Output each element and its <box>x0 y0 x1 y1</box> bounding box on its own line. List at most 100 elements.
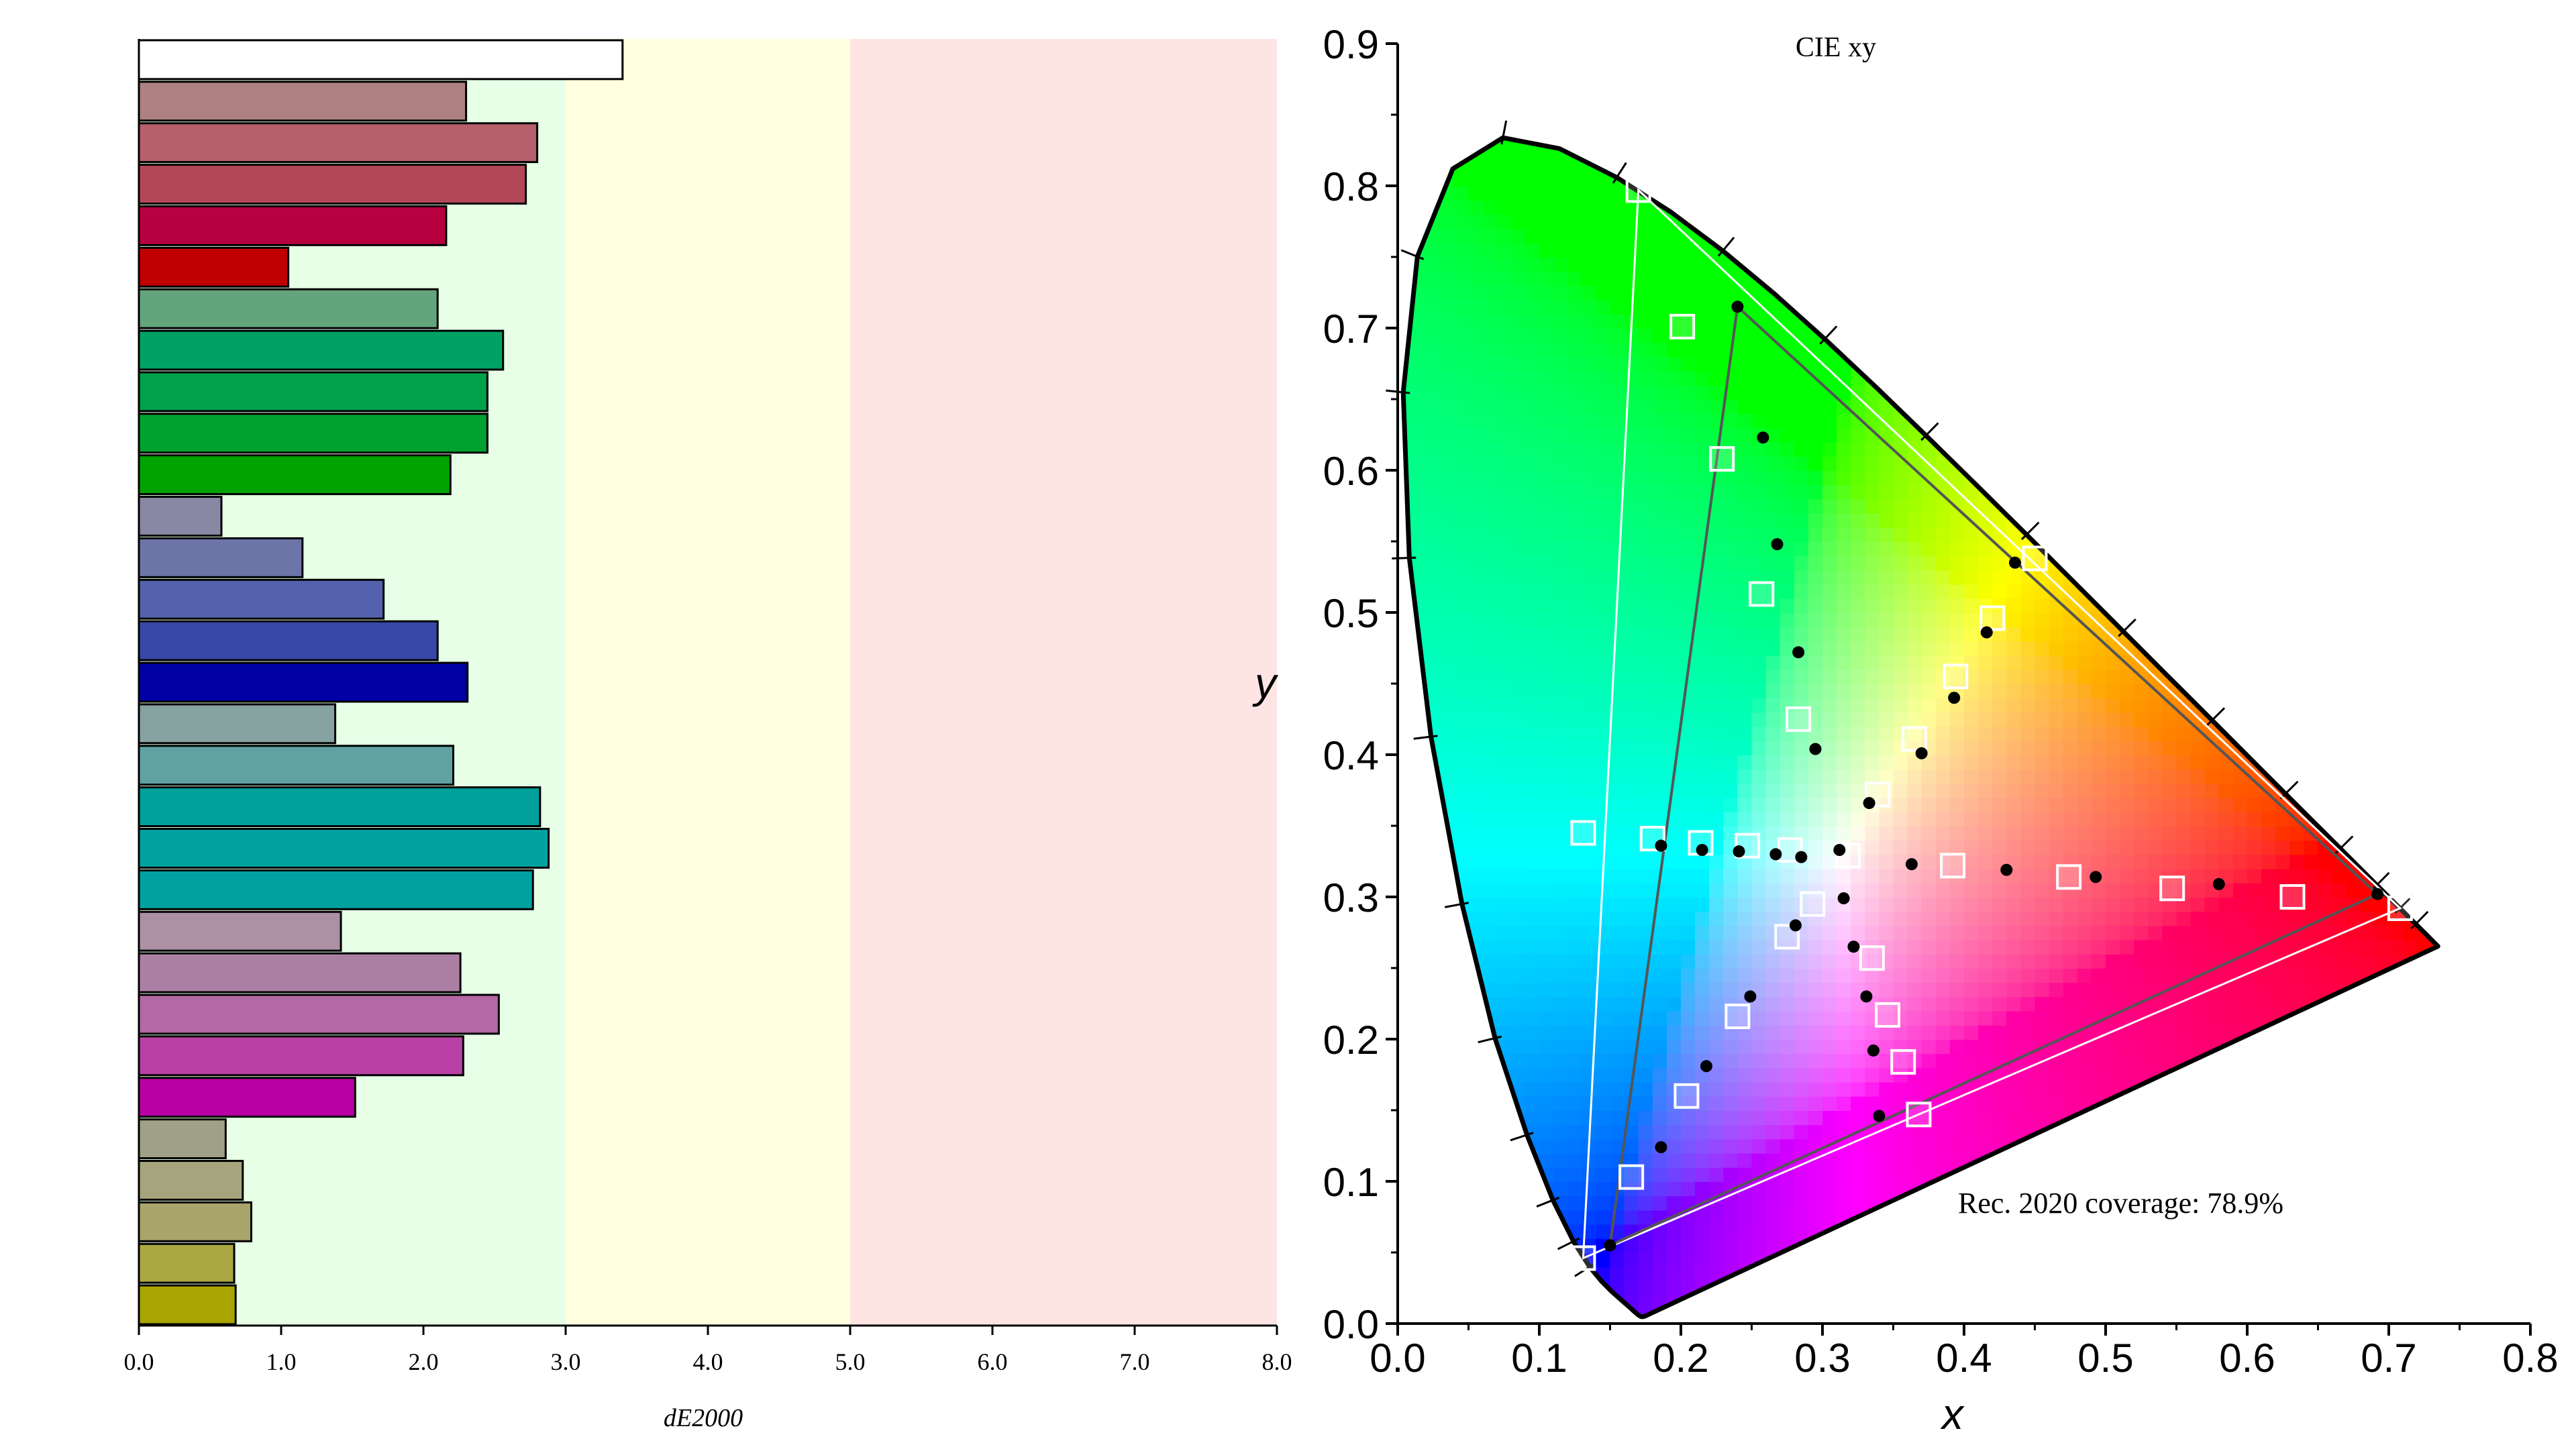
chromaticity-tile <box>1525 413 1540 429</box>
chromaticity-tile <box>2106 285 2121 301</box>
chromaticity-tile <box>1879 669 1894 684</box>
chromaticity-tile <box>1837 1252 1852 1268</box>
chromaticity-tile <box>1510 968 1526 983</box>
chromaticity-tile <box>1468 399 1484 415</box>
chromaticity-tile <box>1808 115 1823 129</box>
chromaticity-tile <box>1638 755 1653 770</box>
chromaticity-tile <box>2049 228 2064 244</box>
chromaticity-tile <box>1638 1067 1653 1083</box>
chromaticity-tile <box>1426 1010 1441 1026</box>
chromaticity-tile <box>1582 413 1597 429</box>
chromaticity-tile <box>2034 868 2050 883</box>
chromaticity-tile <box>2034 1110 2050 1126</box>
chromaticity-tile <box>1695 257 1710 272</box>
chromaticity-tile <box>1496 455 1512 471</box>
chromaticity-tile <box>1468 285 1484 301</box>
chromaticity-tile <box>2020 854 2036 869</box>
chromaticity-tile <box>2091 797 2106 812</box>
chromaticity-tile <box>1638 570 1653 585</box>
chromaticity-tile <box>1794 413 1809 429</box>
chromaticity-tile <box>1851 769 1866 784</box>
chromaticity-tile <box>1709 996 1724 1012</box>
chromaticity-tile <box>1921 328 1937 343</box>
chromaticity-tile <box>1510 541 1526 557</box>
chromaticity-tile <box>1865 484 1880 500</box>
chromaticity-tile <box>1681 1067 1696 1083</box>
chromaticity-tile <box>1596 1110 1611 1126</box>
chromaticity-tile <box>1907 1067 1922 1083</box>
chromaticity-tile <box>1539 455 1555 471</box>
chromaticity-tile <box>1737 1281 1753 1296</box>
chromaticity-tile <box>1666 356 1682 372</box>
chromaticity-tile <box>1525 498 1540 514</box>
chromaticity-tile <box>2063 1095 2078 1111</box>
chromaticity-tile <box>1496 755 1512 770</box>
chromaticity-tile <box>1539 939 1555 955</box>
chromaticity-tile <box>2091 570 2106 585</box>
chromaticity-tile <box>2049 1224 2064 1239</box>
chromaticity-tile <box>1624 826 1639 841</box>
chromaticity-tile <box>1879 484 1894 500</box>
chromaticity-tile <box>1440 1195 1455 1211</box>
chromaticity-tile <box>1582 214 1597 229</box>
bar-x-tick-label: 3.0 <box>551 1348 581 1375</box>
chromaticity-tile <box>1794 200 1809 215</box>
chromaticity-tile <box>2134 953 2149 969</box>
chromaticity-tile <box>1624 484 1639 500</box>
chromaticity-tile <box>1454 1067 1470 1083</box>
chromaticity-tile <box>1780 570 1795 585</box>
chromaticity-tile <box>2120 953 2135 969</box>
chromaticity-tile <box>1482 427 1498 443</box>
chromaticity-tile <box>2106 826 2121 841</box>
chromaticity-tile <box>2049 925 2064 941</box>
chromaticity-tile <box>1525 897 1540 912</box>
chromaticity-tile <box>1851 1195 1866 1211</box>
chromaticity-tile <box>1412 783 1427 798</box>
chromaticity-tile <box>1510 157 1526 172</box>
chromaticity-tile <box>1865 1295 1880 1310</box>
chromaticity-tile <box>2176 669 2192 684</box>
chromaticity-tile <box>1567 541 1583 557</box>
chromaticity-tile <box>2120 527 2135 542</box>
chromaticity-tile <box>1440 285 1455 301</box>
chromaticity-tile <box>1822 939 1838 955</box>
chromaticity-tile <box>1510 498 1526 514</box>
chromaticity-tile <box>1737 1081 1753 1097</box>
chromaticity-tile <box>1553 996 1569 1012</box>
chromaticity-tile <box>1510 1267 1526 1282</box>
chromaticity-tile <box>1582 299 1597 315</box>
chromaticity-tile <box>1935 996 1951 1012</box>
chromaticity-tile <box>2148 441 2163 457</box>
chromaticity-tile <box>1525 1267 1540 1282</box>
chromaticity-tile <box>1992 214 2008 229</box>
chromaticity-tile <box>2020 214 2036 229</box>
chromaticity-tile <box>1553 655 1569 670</box>
chromaticity-tile <box>1510 527 1526 542</box>
chromaticity-tile <box>1412 356 1427 372</box>
chromaticity-tile <box>1935 641 1951 656</box>
chromaticity-tile <box>1610 328 1625 343</box>
chromaticity-tile <box>1553 513 1569 528</box>
chromaticity-tile <box>2190 996 2206 1012</box>
chromaticity-tile <box>1822 271 1838 286</box>
chromaticity-tile <box>2106 939 2121 955</box>
chromaticity-tile <box>2020 897 2036 912</box>
chromaticity-tile <box>1921 755 1937 770</box>
chromaticity-tile <box>1652 455 1667 471</box>
chromaticity-tile <box>1610 555 1625 571</box>
chromaticity-tile <box>1808 684 1823 699</box>
chromaticity-tile <box>2063 427 2078 443</box>
chromaticity-tile <box>2120 755 2135 770</box>
chromaticity-tile <box>1469 115 1484 129</box>
chromaticity-tile <box>1610 285 1625 301</box>
chromaticity-tile <box>1567 854 1583 869</box>
chromaticity-tile <box>1582 1181 1597 1197</box>
chromaticity-tile <box>1553 1039 1569 1055</box>
chromaticity-tile <box>2049 953 2064 969</box>
chromaticity-tile <box>1780 612 1795 628</box>
chromaticity-tile <box>2134 115 2149 129</box>
chromaticity-tile <box>1482 342 1498 358</box>
chromaticity-tile <box>1403 826 1413 841</box>
chromaticity-tile <box>1921 470 1937 486</box>
chromaticity-tile <box>1964 441 1979 457</box>
